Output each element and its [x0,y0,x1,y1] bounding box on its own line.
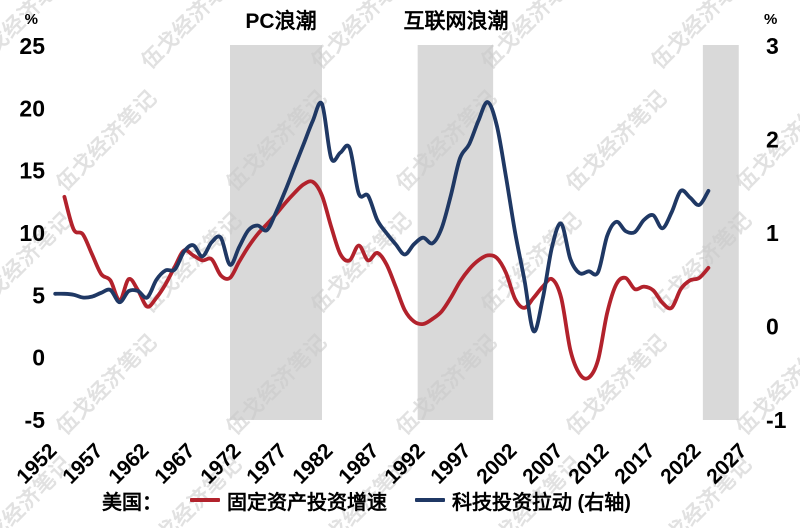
watermark-text: 伍戈经济笔记 [307,0,417,74]
left-axis-unit: % [25,11,38,28]
left-axis-tick-label: 15 [19,158,45,184]
x-axis-tick-label: 2022 [656,439,705,488]
left-axis-tick-label: -5 [25,407,46,433]
blue-line-swatch-icon [415,498,445,502]
right-axis-tick-label: 0 [766,314,779,340]
left-axis-tick-label: 25 [19,33,45,59]
series-lines [53,100,711,381]
highlight-bands [230,45,739,420]
legend-prefix: 美国： [102,491,162,514]
legend-label-tech-investment: 科技投资拉动 (右轴) [452,491,631,514]
annotation-internet-wave: 互联网浪潮 [404,9,509,33]
right-axis-tick-label: 2 [766,127,779,153]
watermark-text: 伍戈经济笔记 [52,85,162,195]
right-axis-unit: % [764,11,777,28]
right-axis-tick-label: 1 [766,220,779,246]
left-axis-tick-label: 5 [32,282,45,308]
legend-item-fixed-investment: 固定资产投资增速 [190,486,387,515]
x-axis-tick-label: 1962 [104,439,153,488]
highlight-band-1 [417,45,494,420]
x-axis-tick-label: 2002 [472,439,521,488]
watermark-text: 伍戈经济笔记 [647,0,757,74]
x-axis-tick-label: 1997 [426,439,475,488]
watermark-text: 伍戈经济笔记 [562,329,672,439]
legend-label-fixed-investment: 固定资产投资增速 [227,491,387,514]
x-axis-tick-label: 1982 [288,439,337,488]
right-axis-tick-label: -1 [766,407,787,433]
left-axis-tick-label: 20 [19,95,45,121]
x-axis-tick-label: 2017 [610,439,659,488]
red-line-swatch-icon [190,498,220,502]
watermark-text: 伍戈经济笔记 [52,329,162,439]
watermark-text: 伍戈经济笔记 [562,85,672,195]
x-axis-tick-label: 1957 [58,439,107,488]
annotation-pc-wave: PC浪潮 [245,9,316,33]
x-axis-tick-label: 1977 [242,439,291,488]
highlight-band-2 [702,45,739,420]
right-axis-tick-label: 3 [766,33,779,59]
left-axis-tick-label: 0 [32,345,45,371]
left-axis-tick-label: 10 [19,220,45,246]
tech-investment-line [53,100,711,334]
legend: 美国： 固定资产投资增速 科技投资拉动 (右轴) [102,484,631,516]
x-axis-tick-label: 1967 [150,439,199,488]
legend-item-tech-investment: 科技投资拉动 (右轴) [415,486,631,515]
